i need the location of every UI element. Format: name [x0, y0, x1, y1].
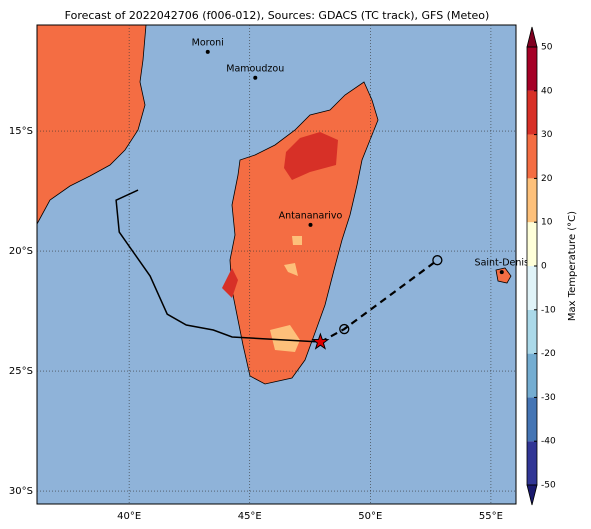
africa: [36, 24, 147, 225]
colorbar-tick-label: 40: [541, 86, 553, 96]
track-observed: [115, 189, 321, 343]
y-tick-label: 30°S: [9, 486, 33, 497]
colorbar-tick-label: 50: [541, 43, 553, 53]
colorbar-band: [527, 353, 537, 398]
cool-patch: [284, 263, 298, 276]
colorbar-tick-label: 30: [541, 130, 553, 140]
warm-patch: [222, 268, 238, 298]
y-tick-label: 15°S: [9, 126, 33, 137]
city-marker: [499, 270, 504, 275]
city-label: Antananarivo: [279, 210, 343, 221]
colorbar-band: [527, 309, 537, 354]
colorbar-band: [527, 222, 537, 266]
forecast-point: [339, 323, 350, 335]
city-label: Saint-Denis: [475, 258, 529, 269]
colorbar-tick-label: 0: [541, 262, 547, 272]
x-tick-label: 55°E: [479, 511, 503, 522]
city-marker: [253, 75, 258, 80]
colorbar-tick-label: -40: [541, 437, 556, 447]
x-tick-label: 45°E: [238, 511, 262, 522]
madagascar: [229, 81, 379, 385]
y-tick-label: 20°S: [9, 246, 33, 257]
cool-patch: [270, 325, 300, 352]
current-position: [311, 332, 330, 350]
colorbar-band: [527, 397, 537, 442]
colorbar-tick-label: -50: [541, 481, 556, 491]
colorbar-band: [527, 441, 537, 485]
y-tick-label: 25°S: [9, 366, 33, 377]
colorbar-band: [527, 47, 537, 91]
x-tick-label: 50°E: [358, 511, 382, 522]
colorbar-band: [527, 134, 537, 179]
city-marker: [308, 222, 313, 227]
city-marker: [205, 49, 210, 54]
colorbar-under: [526, 484, 538, 506]
colorbar-band: [527, 178, 537, 223]
colorbar-band: [527, 266, 537, 310]
colorbar-tick-label: -20: [541, 349, 556, 359]
map-frame: [36, 24, 517, 505]
city-label: Moroni: [192, 37, 224, 48]
colorbar-tick-label: 10: [541, 218, 553, 228]
colorbar-over: [526, 26, 538, 48]
colorbar-tick-label: -10: [541, 305, 556, 315]
x-tick-label: 40°E: [117, 511, 141, 522]
colorbar-tick-label: 20: [541, 174, 553, 184]
title: Forecast of 2022042706 (f006-012), Sourc…: [65, 9, 490, 22]
reunion: [495, 267, 512, 284]
warm-patch: [284, 132, 338, 180]
cool-patch: [292, 236, 302, 245]
colorbar-tick-label: -30: [541, 393, 556, 403]
track-forecast: [319, 259, 439, 343]
colorbar-label: Max Temperature (°C): [567, 211, 578, 321]
colorbar-band: [527, 90, 537, 135]
forecast-point: [432, 255, 443, 266]
city-label: Mamoudzou: [226, 63, 284, 74]
land: [36, 24, 512, 385]
